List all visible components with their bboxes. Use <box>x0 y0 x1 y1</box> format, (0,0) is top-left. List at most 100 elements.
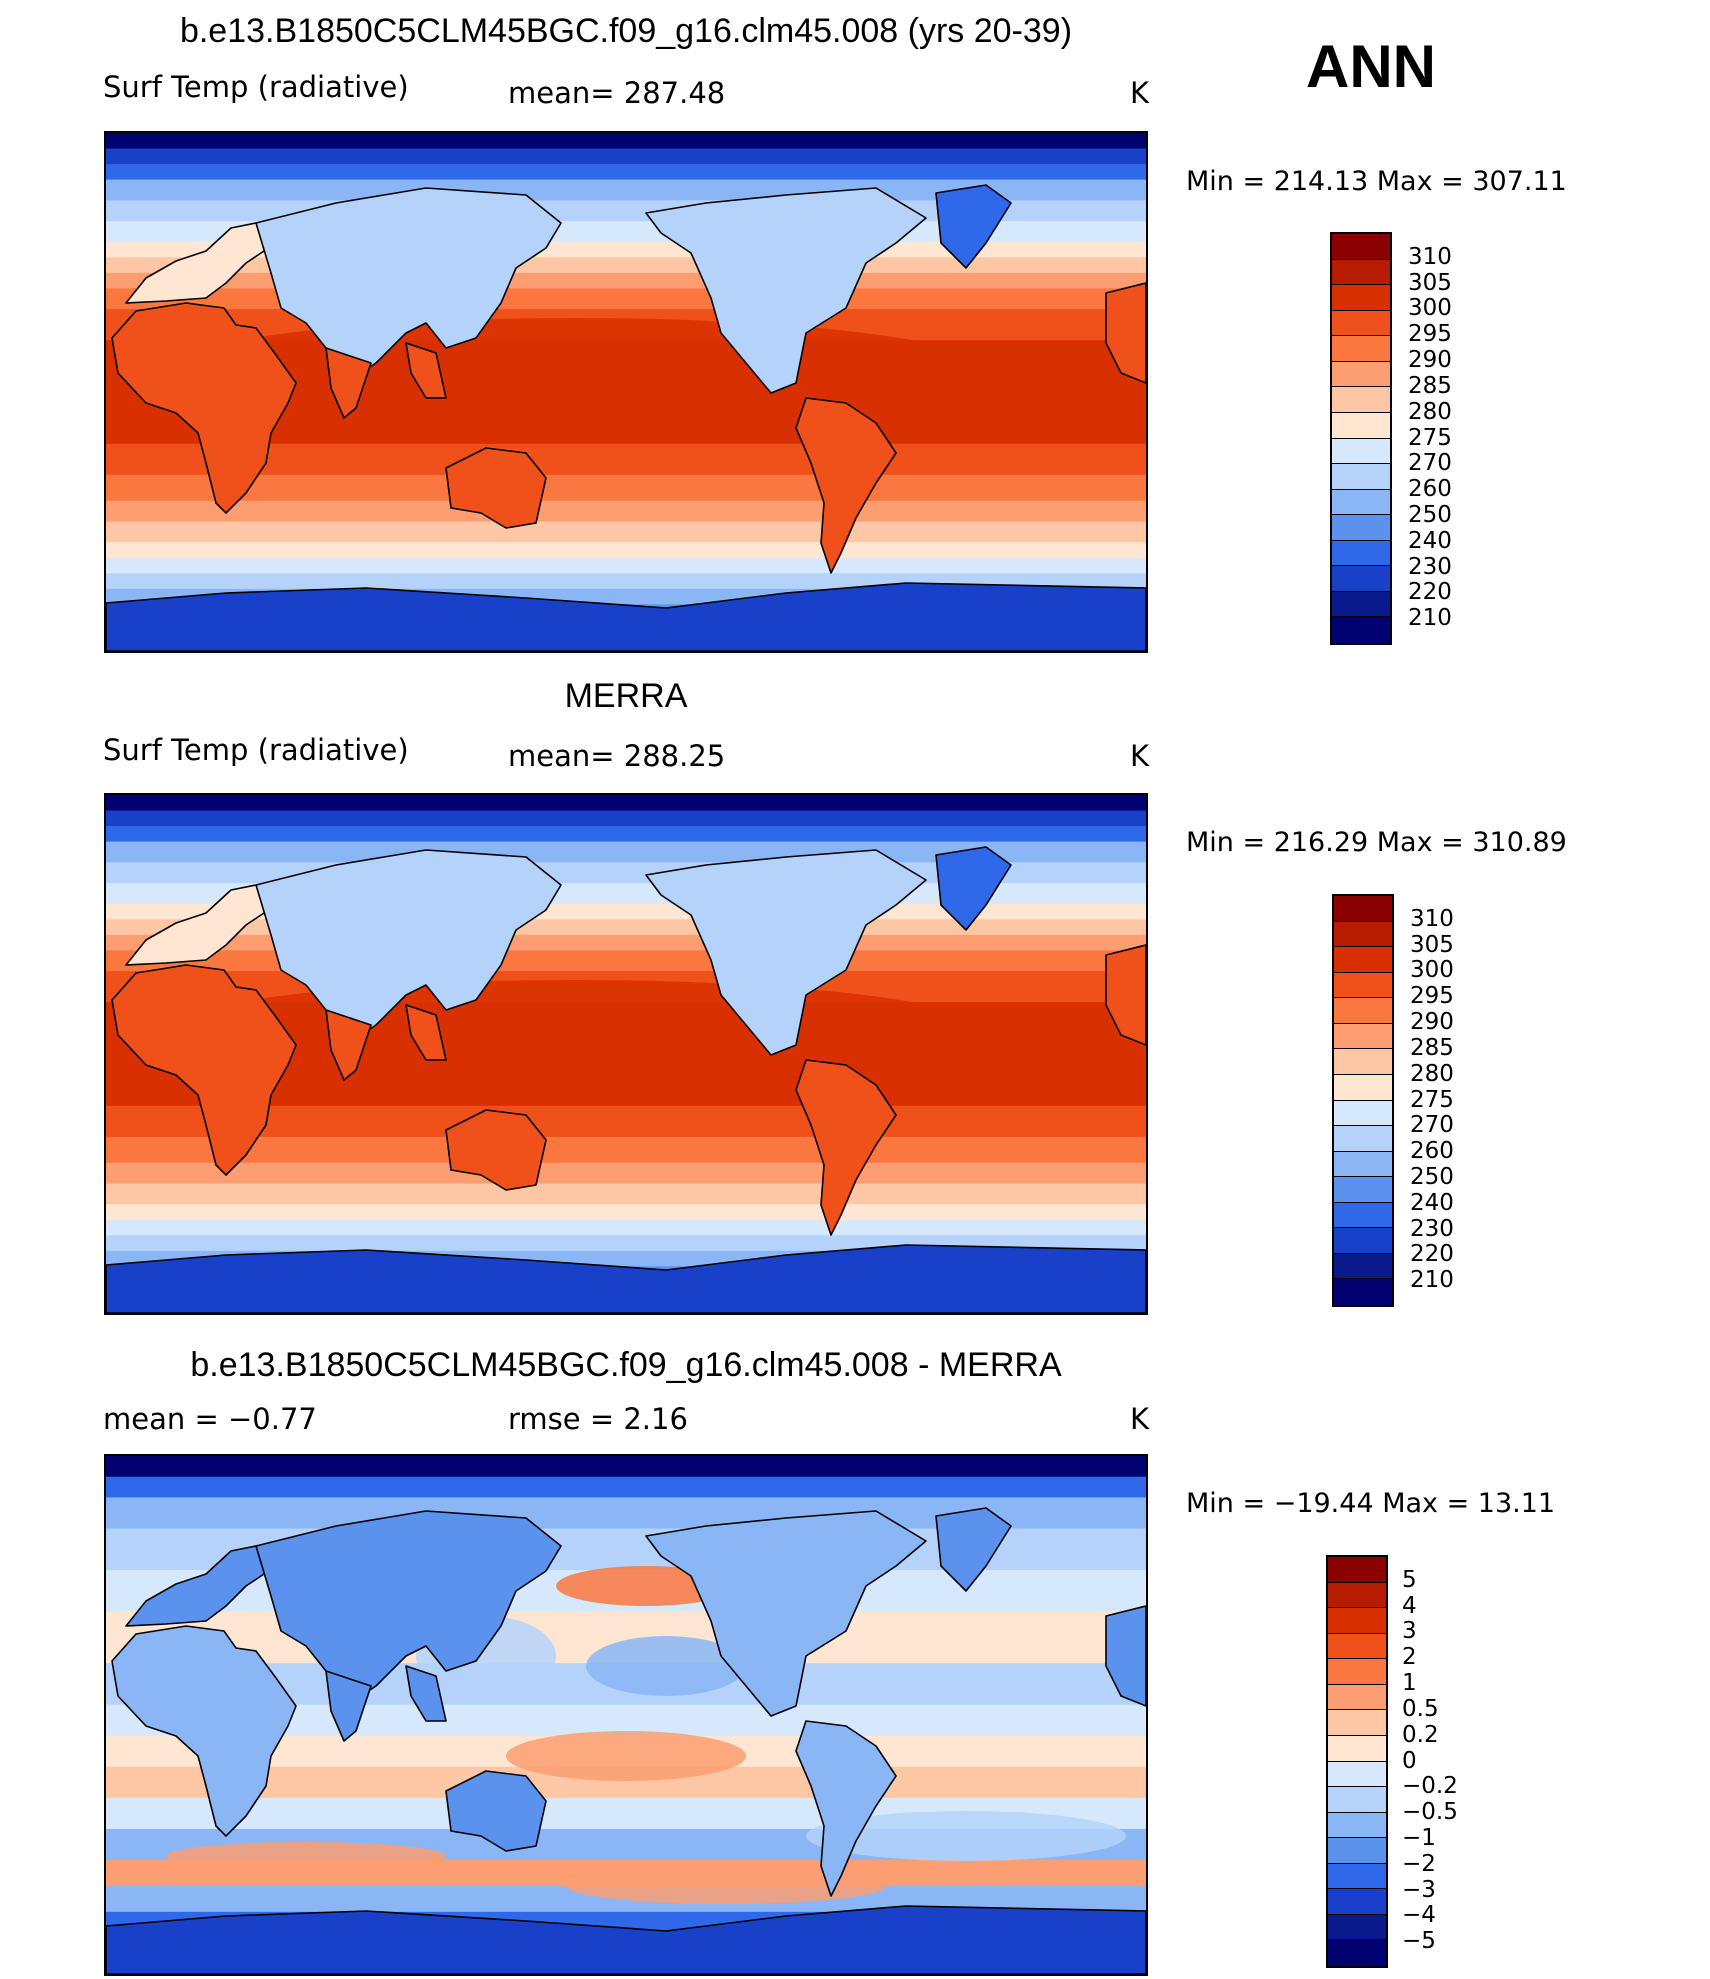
colorbar-tick-label: 300 <box>1408 295 1452 322</box>
coastline-india <box>325 347 372 419</box>
map-band <box>106 500 1146 523</box>
colorbar-swatch <box>1328 1889 1386 1915</box>
colorbar-swatch <box>1334 1126 1392 1152</box>
colorbar-tick-label: 240 <box>1410 1189 1454 1216</box>
coastline-antarctica <box>106 1905 1146 1974</box>
colorbar-tick-label: 300 <box>1410 957 1454 984</box>
colorbar-tick-label: 270 <box>1410 1112 1454 1139</box>
panel-1-mean: mean= 287.48 <box>508 76 726 110</box>
map-band <box>106 557 1146 575</box>
colorbar-swatch <box>1334 1023 1392 1050</box>
coastline-india <box>325 1009 372 1081</box>
colorbar-tick-label: 275 <box>1408 424 1452 451</box>
panel-1-map <box>104 131 1148 653</box>
panel-3-minmax: Min = −19.44 Max = 13.11 <box>1186 1488 1556 1519</box>
colorbar-swatch <box>1334 1279 1392 1305</box>
colorbar-swatch <box>1334 1177 1392 1203</box>
colorbar-swatch <box>1328 1608 1386 1634</box>
coastline-southamerica <box>795 1720 897 1897</box>
colorbar-tick-label: 285 <box>1408 372 1452 399</box>
panel-2-map <box>104 793 1148 1315</box>
colorbar-tick-label: 0.2 <box>1402 1721 1439 1748</box>
map-band <box>106 1162 1146 1185</box>
panel-1-title: b.e13.B1850C5CLM45BGC.f09_g16.clm45.008 … <box>179 12 1073 50</box>
map-canvas <box>106 795 1146 1313</box>
colorbar-swatch <box>1332 412 1390 439</box>
colorbar-tick-label: −0.2 <box>1402 1773 1458 1800</box>
panel-2-variable: Surf Temp (radiative) <box>103 733 409 767</box>
colorbar-tick-label: 3 <box>1402 1618 1417 1645</box>
colorbar-swatch <box>1332 285 1390 311</box>
colorbar-swatch <box>1328 1940 1386 1966</box>
colorbar-tick-label: 0 <box>1402 1747 1417 1774</box>
colorbar-swatch <box>1328 1557 1386 1583</box>
colorbar-swatch <box>1328 1812 1386 1839</box>
map-band <box>106 1456 1146 1478</box>
map-band <box>106 474 1146 502</box>
map-band <box>106 1219 1146 1237</box>
colorbar-swatch <box>1334 1253 1392 1280</box>
colorbar-swatch <box>1332 259 1390 286</box>
panel-1-minmax: Min = 214.13 Max = 307.11 <box>1186 166 1567 197</box>
colorbar-tick-label: 2 <box>1402 1644 1417 1671</box>
map-canvas <box>106 133 1146 651</box>
coastline-africa <box>111 1625 297 1837</box>
colorbar-tick-label: −1 <box>1402 1824 1436 1851</box>
colorbar-tick-label: 275 <box>1410 1086 1454 1113</box>
panel-2-colorbar <box>1332 894 1394 1307</box>
colorbar-swatch <box>1328 1735 1386 1762</box>
map-band <box>106 257 1146 274</box>
season-label: ANN <box>1306 33 1436 100</box>
colorbar-swatch <box>1328 1710 1386 1736</box>
coastline-northamerica <box>645 849 927 1056</box>
colorbar-swatch <box>1328 1787 1386 1813</box>
panel-3-map <box>104 1454 1148 1976</box>
map-band <box>106 288 1146 311</box>
colorbar-swatch <box>1332 540 1390 567</box>
colorbar-tick-label: 250 <box>1408 501 1452 528</box>
colorbar-tick-label: 240 <box>1408 527 1452 554</box>
colorbar-swatch <box>1334 972 1392 999</box>
coastline-australia <box>445 1109 547 1191</box>
colorbar-tick-label: −0.5 <box>1402 1799 1458 1826</box>
coastline-southamerica <box>795 397 897 574</box>
colorbar-swatch <box>1332 438 1390 465</box>
colorbar-swatch <box>1334 1151 1392 1178</box>
map-band <box>106 1183 1146 1206</box>
map-band <box>106 164 1146 181</box>
colorbar-swatch <box>1332 464 1390 490</box>
panel-2-mean: mean= 288.25 <box>508 739 726 773</box>
colorbar-swatch <box>1334 1100 1392 1127</box>
coastline-eastamerica <box>1105 282 1146 384</box>
colorbar-swatch <box>1328 1838 1386 1864</box>
colorbar-swatch <box>1332 566 1390 592</box>
map-band <box>106 133 1146 150</box>
colorbar-swatch <box>1332 361 1390 388</box>
colorbar-swatch <box>1328 1684 1386 1711</box>
coastline-australia <box>445 447 547 529</box>
map-band <box>106 795 1146 812</box>
map-canvas <box>106 1456 1146 1974</box>
colorbar-tick-label: 295 <box>1410 983 1454 1010</box>
colorbar-tick-label: −4 <box>1402 1902 1436 1929</box>
map-band <box>106 1105 1146 1138</box>
anomaly-blob <box>806 1811 1126 1861</box>
colorbar-tick-label: 280 <box>1408 398 1452 425</box>
panel-1-variable: Surf Temp (radiative) <box>103 70 409 104</box>
colorbar-tick-label: 260 <box>1410 1138 1454 1165</box>
map-band <box>106 1476 1146 1499</box>
colorbar-swatch <box>1332 387 1390 413</box>
coastline-northamerica <box>645 187 927 394</box>
panel-3-title: b.e13.B1850C5CLM45BGC.f09_g16.clm45.008 … <box>190 1346 1062 1384</box>
colorbar-swatch <box>1328 1633 1386 1660</box>
colorbar-swatch <box>1334 1049 1392 1075</box>
map-band <box>106 148 1146 166</box>
coastline-asia <box>255 849 562 1046</box>
colorbar-swatch <box>1328 1659 1386 1685</box>
map-band <box>106 272 1146 290</box>
colorbar-tick-label: 5 <box>1402 1566 1417 1593</box>
panel-3-rmse: rmse = 2.16 <box>508 1402 688 1436</box>
coastline-asia <box>255 187 562 384</box>
coastline-seasia <box>405 342 447 399</box>
colorbar-swatch <box>1332 515 1390 541</box>
